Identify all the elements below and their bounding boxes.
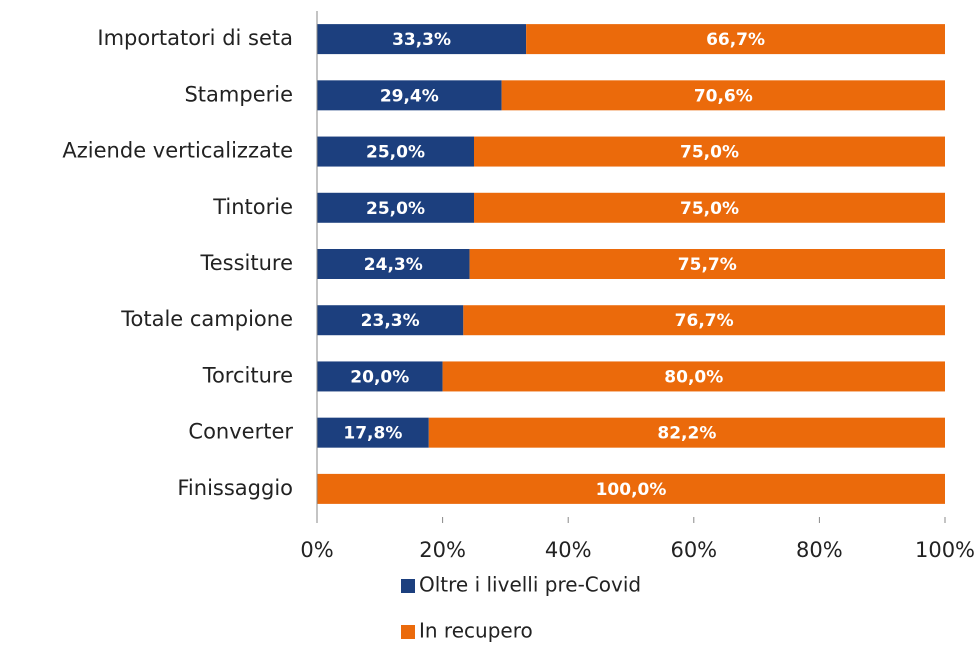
x-tick-label: 20% <box>419 538 466 562</box>
value-label: 82,2% <box>657 424 716 444</box>
value-label: 75,0% <box>680 143 739 163</box>
bar-segment <box>501 80 945 111</box>
value-label: 29,4% <box>380 86 439 106</box>
x-tick-label: 80% <box>796 538 843 562</box>
category-label: Torciture <box>202 363 293 387</box>
category-label: Importatori di seta <box>97 26 293 50</box>
category-label: Tessiture <box>199 251 293 275</box>
value-label: 33,3% <box>392 30 451 50</box>
value-label: 75,0% <box>680 199 739 219</box>
value-label: 20,0% <box>350 367 409 387</box>
bar-segment <box>317 24 527 55</box>
value-label: 80,0% <box>664 367 723 387</box>
value-label: 24,3% <box>364 255 423 275</box>
x-tick-label: 40% <box>545 538 592 562</box>
bar-segment <box>463 305 945 336</box>
bar-segment <box>442 361 945 392</box>
legend-swatch <box>401 579 415 593</box>
x-tick-label: 60% <box>670 538 717 562</box>
x-tick-label: 100% <box>915 538 975 562</box>
value-label: 17,8% <box>343 424 402 444</box>
category-label: Converter <box>188 420 293 444</box>
category-label: Aziende verticalizzate <box>62 139 293 163</box>
bar-segment <box>317 80 502 111</box>
bar-segment <box>317 417 429 448</box>
value-label: 25,0% <box>366 143 425 163</box>
bar-segment <box>317 473 945 504</box>
value-label: 23,3% <box>361 311 420 331</box>
bar-segment <box>474 192 945 223</box>
value-label: 100,0% <box>596 480 667 500</box>
category-label: Finissaggio <box>177 476 293 500</box>
legend-swatch <box>401 625 415 639</box>
bar-segment <box>526 24 945 55</box>
value-label: 66,7% <box>706 30 765 50</box>
legend-label: In recupero <box>419 619 533 643</box>
value-label: 70,6% <box>694 86 753 106</box>
category-label: Totale campione <box>120 307 293 331</box>
bar-segment <box>317 361 443 392</box>
value-label: 76,7% <box>675 311 734 331</box>
bar-segment <box>317 192 474 223</box>
bar-segment <box>317 249 470 279</box>
value-label: 75,7% <box>678 255 737 275</box>
category-label: Tintorie <box>212 195 293 219</box>
x-tick-label: 0% <box>300 538 333 562</box>
legend-label: Oltre i livelli pre-Covid <box>419 573 641 597</box>
category-label: Stamperie <box>184 82 293 106</box>
bar-segment <box>474 136 945 167</box>
bar-segment <box>317 136 474 167</box>
value-label: 25,0% <box>366 199 425 219</box>
bar-segment <box>428 417 945 448</box>
bar-segment <box>317 305 464 336</box>
bar-segment <box>469 249 945 279</box>
